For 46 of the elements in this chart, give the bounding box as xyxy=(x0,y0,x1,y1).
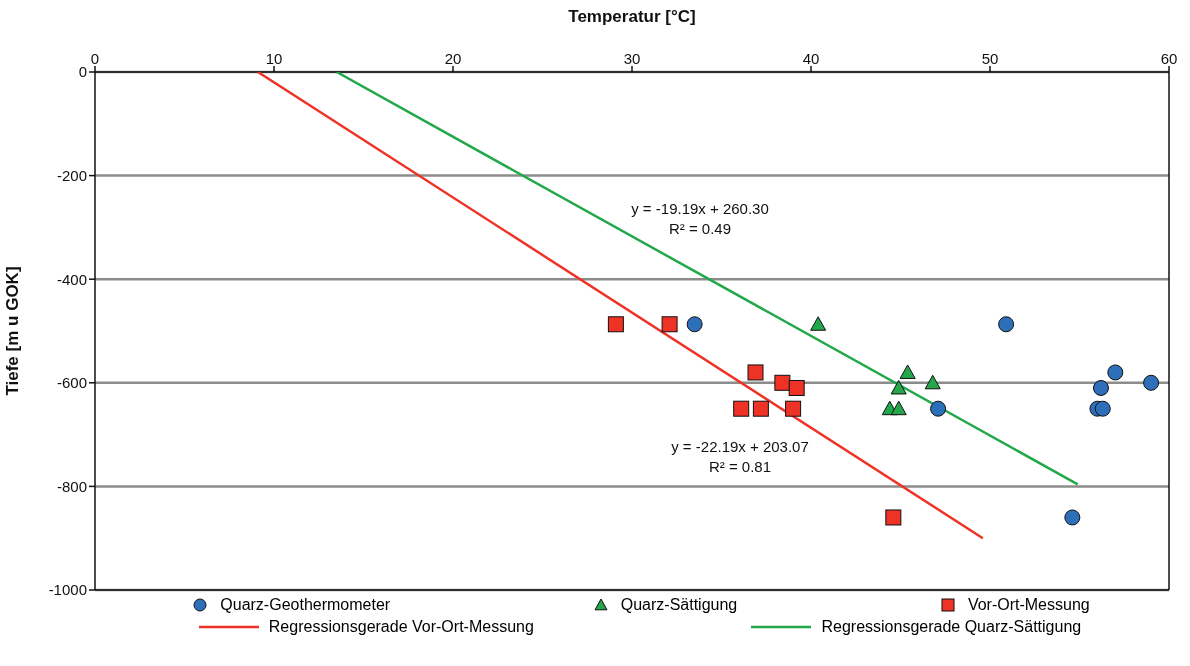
legend-label: Regressionsgerade Vor-Ort-Messung xyxy=(267,618,534,636)
point xyxy=(899,364,916,379)
point xyxy=(930,400,947,417)
point xyxy=(1107,364,1124,381)
point xyxy=(890,400,907,416)
point xyxy=(810,316,827,331)
point xyxy=(747,364,764,381)
point xyxy=(924,374,941,390)
x-tick-label: 20 xyxy=(444,50,462,67)
point xyxy=(1094,400,1111,417)
point xyxy=(785,400,802,417)
point xyxy=(890,379,907,395)
point xyxy=(1092,379,1109,396)
x-tick-label: 60 xyxy=(1160,50,1178,67)
y-axis-title: Tiefe [m u GOK] xyxy=(3,266,23,396)
y-tick-label: -600 xyxy=(56,374,87,392)
point xyxy=(774,374,791,391)
legend-label: Quarz-Sättigung xyxy=(619,596,738,614)
x-tick-label: 50 xyxy=(981,50,999,67)
x-tick-label: 30 xyxy=(623,50,641,67)
x-tick-label: 40 xyxy=(802,50,820,67)
point xyxy=(788,379,805,396)
annotation: R² = 0.81 xyxy=(708,458,772,475)
point xyxy=(733,400,750,417)
legend-label: Vor-Ort-Messung xyxy=(966,596,1090,614)
point xyxy=(607,316,624,333)
x-tick-label: 10 xyxy=(265,50,283,67)
y-tick-label: 0 xyxy=(78,63,87,81)
y-tick-label: -200 xyxy=(56,166,87,184)
point xyxy=(752,400,769,417)
point xyxy=(998,316,1015,333)
annotation: y = -22.19x + 203.07 xyxy=(671,438,809,455)
point xyxy=(885,509,902,526)
point xyxy=(1064,509,1081,526)
point xyxy=(1143,374,1160,391)
point xyxy=(686,316,703,333)
annotation: R² = 0.49 xyxy=(668,220,732,237)
y-tick-label: -1000 xyxy=(48,581,87,599)
x-axis-title: Temperatur [°C] xyxy=(568,7,696,27)
legend-label: Regressionsgerade Quarz-Sättigung xyxy=(820,618,1082,636)
x-tick-label: 0 xyxy=(90,50,100,67)
legend-label: Quarz-Geothermometer xyxy=(219,596,391,614)
y-tick-label: -400 xyxy=(56,270,87,288)
point xyxy=(661,316,678,333)
annotation: y = -19.19x + 260.30 xyxy=(631,200,769,217)
y-tick-label: -800 xyxy=(56,477,87,495)
